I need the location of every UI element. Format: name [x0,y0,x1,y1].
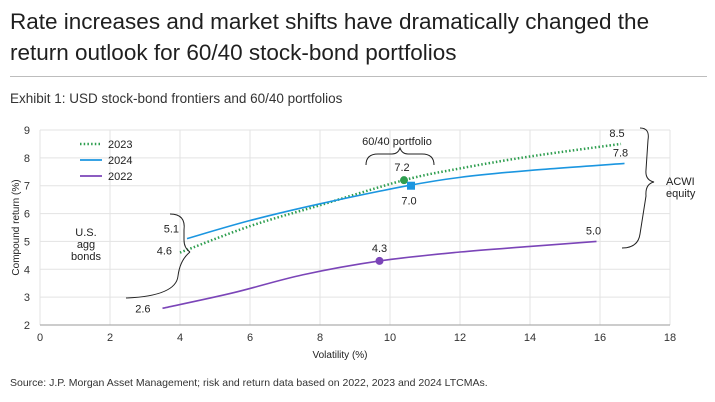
brace-equity [621,127,655,249]
legend-label-2024: 2024 [108,155,132,167]
portfolio-value-label-2022: 4.3 [372,243,387,255]
brace-bonds-lower [125,251,191,299]
x-tick-label: 10 [384,332,396,344]
y-tick-label: 3 [24,292,30,304]
start-value-label-2024: 5.1 [164,224,179,236]
portfolio-value-label-2023: 7.2 [394,162,409,174]
start-value-label-2023: 4.6 [157,246,172,258]
x-tick-label: 14 [524,332,536,344]
end-value-label-2022: 5.0 [586,225,601,237]
end-value-label-2023: 8.5 [609,128,624,140]
title-divider [10,76,707,77]
x-tick-label: 12 [454,332,466,344]
annotation-us-agg-bonds: U.S. agg bonds [71,227,101,263]
series-line-2023 [179,142,622,254]
portfolio-marker-2023 [400,176,408,185]
y-tick-label: 4 [24,264,30,276]
page-title: Rate increases and market shifts have dr… [10,9,650,65]
portfolio-marker-2024 [407,181,415,190]
legend-label-2022: 2022 [108,171,132,183]
annotation-60-40-portfolio: 60/40 portfolio [362,136,432,148]
start-value-label-2022: 2.6 [135,303,150,315]
x-tick-label: 18 [664,332,676,344]
x-tick-label: 4 [177,332,183,344]
y-tick-label: 2 [24,320,30,332]
portfolio-value-label-2024: 7.0 [401,196,416,208]
brace-portfolio [365,146,435,166]
x-axis-title: Volatility (%) [312,350,367,361]
end-value-label-2024: 7.8 [613,147,628,159]
y-tick-label: 8 [24,153,30,165]
y-tick-label: 6 [24,209,30,221]
annotation-acwi-equity: ACWI equity [666,176,696,200]
x-tick-label: 6 [247,332,253,344]
x-tick-label: 16 [594,332,606,344]
y-tick-label: 5 [24,236,30,248]
x-tick-label: 0 [37,332,43,344]
brace-bonds-upper [169,213,191,253]
y-tick-label: 9 [24,125,30,137]
exhibit-subtitle: Exhibit 1: USD stock-bond frontiers and … [10,91,343,106]
portfolio-marker-2022 [375,256,384,265]
source-footnote: Source: J.P. Morgan Asset Management; ri… [10,377,488,389]
x-tick-label: 2 [107,332,113,344]
y-tick-label: 7 [24,181,30,193]
y-axis-title: Compound return (%) [11,179,22,275]
x-tick-label: 8 [317,332,323,344]
legend-label-2023: 2023 [108,139,132,151]
